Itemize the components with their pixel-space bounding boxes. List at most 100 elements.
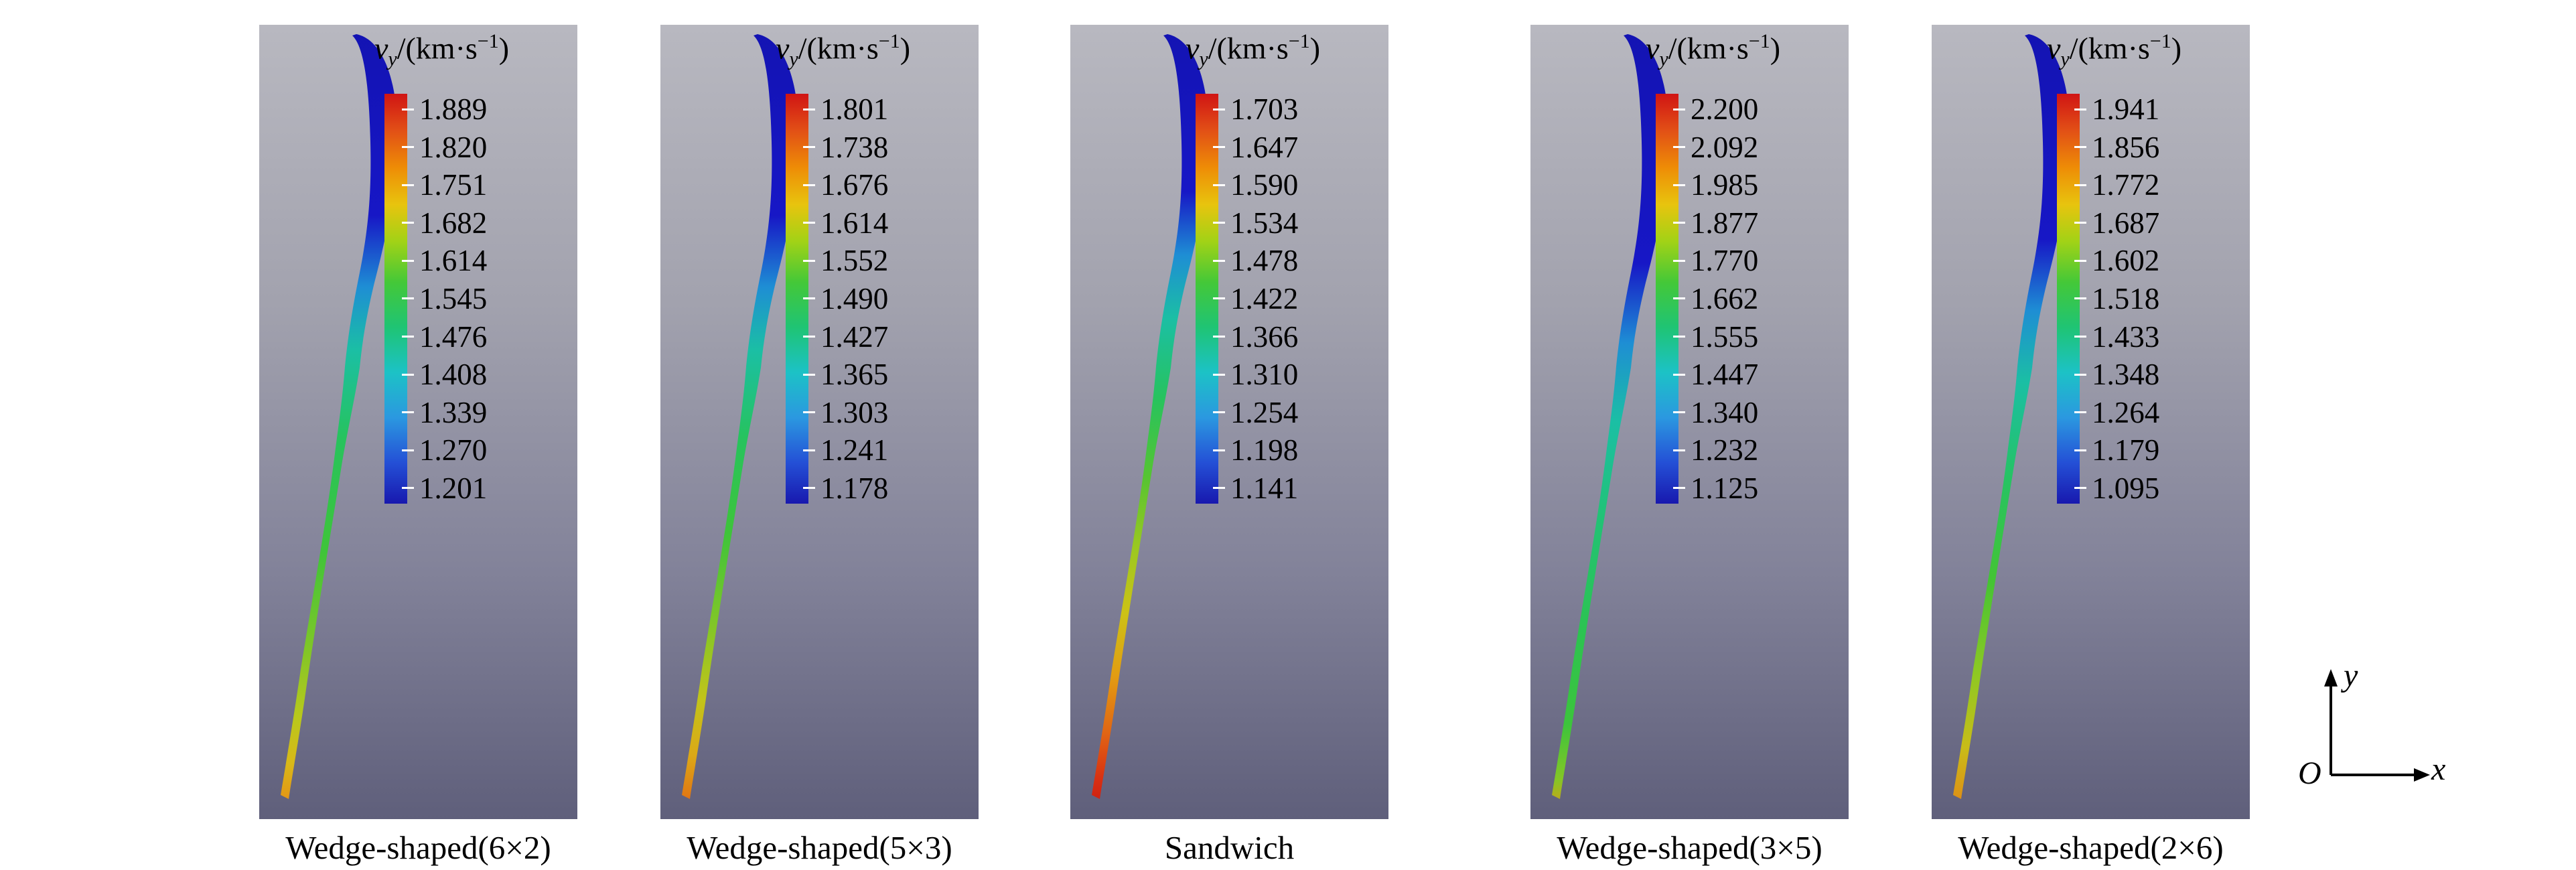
legend-title-close: ) (1770, 31, 1781, 66)
tick-label: 1.518 (2092, 281, 2160, 315)
color-legend: vy/(km·s−1) 1.801 1.738 1.676 1.614 1.552 1.4… (660, 30, 979, 505)
tick-mark (1673, 297, 1685, 300)
legend-title-units: /(km·s (1208, 31, 1289, 66)
colorbar-tick: 1.178 (803, 472, 888, 505)
tick-label: 1.476 (419, 319, 488, 354)
colorbar-tick: 1.339 (402, 396, 487, 429)
colorbar-tick: 1.478 (1213, 244, 1298, 277)
colorbar-tick: 1.738 (803, 130, 889, 164)
tick-label: 1.801 (820, 92, 889, 127)
legend-title-variable: v (374, 31, 388, 66)
tick-label: 1.676 (820, 168, 889, 202)
colorbar-tick: 1.682 (402, 206, 487, 240)
tick-label: 1.264 (2092, 395, 2160, 429)
tick-label: 1.545 (419, 281, 488, 315)
colorbar-tick: 1.518 (2074, 281, 2160, 315)
tick-mark (803, 487, 815, 490)
legend-title-variable: v (775, 31, 790, 66)
colorbar-ticks: 1.941 1.856 1.772 1.687 1.602 1.518 1.433 1.348… (2074, 92, 2160, 505)
tick-label: 1.889 (419, 92, 488, 127)
tick-label: 1.408 (419, 358, 488, 392)
render-viewport: vy/(km·s−1) 1.889 1.820 1.751 1.682 1.614 1.5… (259, 25, 577, 819)
jet-shape (1092, 34, 1209, 799)
tick-mark (1213, 184, 1225, 186)
colorbar-tick: 1.687 (2074, 206, 2160, 240)
colorbar-tick: 1.141 (1213, 472, 1298, 505)
jet-shape (682, 34, 799, 799)
color-legend: vy/(km·s−1) 2.200 2.092 1.985 1.877 1.770 1.6… (1530, 30, 1849, 505)
tick-mark (2074, 184, 2086, 186)
tick-mark (2074, 222, 2086, 224)
legend-title-exponent: −1 (1748, 30, 1770, 52)
legend-title-exponent: −1 (2149, 30, 2171, 52)
tick-mark (803, 146, 815, 149)
colorbar-tick: 1.555 (1673, 319, 1759, 354)
colorbar-ticks: 2.200 2.092 1.985 1.877 1.770 1.662 1.555 1.447… (1673, 92, 1759, 505)
jet-visualization (281, 34, 398, 799)
colorbar-tick: 1.433 (2074, 320, 2159, 354)
tick-mark (803, 108, 815, 111)
tick-label: 1.738 (820, 130, 889, 164)
legend-title-subscript: y (789, 48, 798, 70)
tick-label: 1.662 (1691, 281, 1759, 315)
colorbar-tick: 1.241 (803, 433, 888, 467)
tick-mark (402, 146, 414, 149)
axes-arrows (2324, 669, 2430, 782)
tick-mark (803, 373, 815, 376)
colorbar-tick: 1.476 (402, 319, 488, 354)
tick-mark (402, 259, 414, 262)
tick-label: 1.270 (419, 433, 488, 467)
legend-title-subscript: y (1659, 48, 1668, 70)
tick-mark (803, 259, 815, 262)
tick-mark (2074, 108, 2086, 111)
tick-label: 1.770 (1691, 244, 1759, 278)
legend-title-exponent: −1 (878, 30, 900, 52)
jet-visualization (1092, 34, 1209, 799)
legend-title: vy/(km·s−1) (1070, 30, 1388, 71)
colorbar-tick: 1.703 (1213, 92, 1299, 127)
colorbar-tick: 1.877 (1673, 206, 1759, 240)
colorbar-tick: 1.614 (803, 206, 889, 240)
colorbar-tick: 2.092 (1673, 131, 1758, 164)
tick-mark (402, 487, 414, 490)
colorbar-tick: 1.590 (1213, 168, 1299, 202)
colorbar-tick: 1.447 (1673, 358, 1758, 391)
tick-label: 1.555 (1691, 319, 1759, 354)
tick-label: 1.590 (1230, 168, 1299, 202)
tick-label: 1.687 (2092, 206, 2160, 240)
tick-label: 1.254 (1230, 395, 1299, 429)
tick-mark (803, 449, 815, 451)
tick-label: 1.877 (1691, 206, 1759, 240)
tick-label: 1.820 (419, 130, 488, 164)
legend-title-units: /(km·s (397, 31, 478, 66)
tick-mark (1213, 487, 1225, 490)
panel-label: Wedge-shaped(3×5) (1557, 829, 1822, 866)
legend-title-subscript: y (388, 48, 397, 70)
colorbar-tick: 1.095 (2074, 472, 2159, 505)
tick-label: 1.427 (820, 319, 889, 354)
tick-mark (2074, 297, 2086, 300)
tick-mark (402, 297, 414, 300)
tick-mark (2074, 487, 2086, 490)
colorbar-tick: 1.365 (803, 358, 889, 392)
colorbar-tick: 1.801 (803, 92, 889, 127)
colorbar-tick: 1.366 (1213, 320, 1298, 354)
tick-label: 1.201 (419, 471, 488, 505)
legend-title-close: ) (1309, 31, 1321, 66)
tick-label: 1.348 (2092, 358, 2160, 392)
panel-label: Sandwich (1164, 829, 1295, 866)
tick-label: 1.703 (1230, 92, 1299, 127)
tick-label: 1.614 (820, 206, 889, 240)
panel-label: Wedge-shaped(5×3) (687, 829, 952, 866)
tick-label: 1.647 (1230, 130, 1299, 164)
colorbar-tick: 1.303 (803, 396, 888, 429)
colorbar-ticks: 1.801 1.738 1.676 1.614 1.552 1.490 1.427 1.365… (803, 92, 889, 505)
tick-mark (1673, 449, 1685, 451)
colorbar-tick: 2.200 (1673, 92, 1758, 126)
tick-label: 1.365 (820, 358, 889, 392)
legend-title-subscript: y (1199, 48, 1208, 70)
tick-mark (1213, 373, 1225, 376)
render-viewport: vy/(km·s−1) 2.200 2.092 1.985 1.877 1.770 1.6… (1530, 25, 1849, 819)
colorbar-tick: 1.662 (1673, 281, 1759, 315)
legend-title: vy/(km·s−1) (259, 30, 577, 71)
